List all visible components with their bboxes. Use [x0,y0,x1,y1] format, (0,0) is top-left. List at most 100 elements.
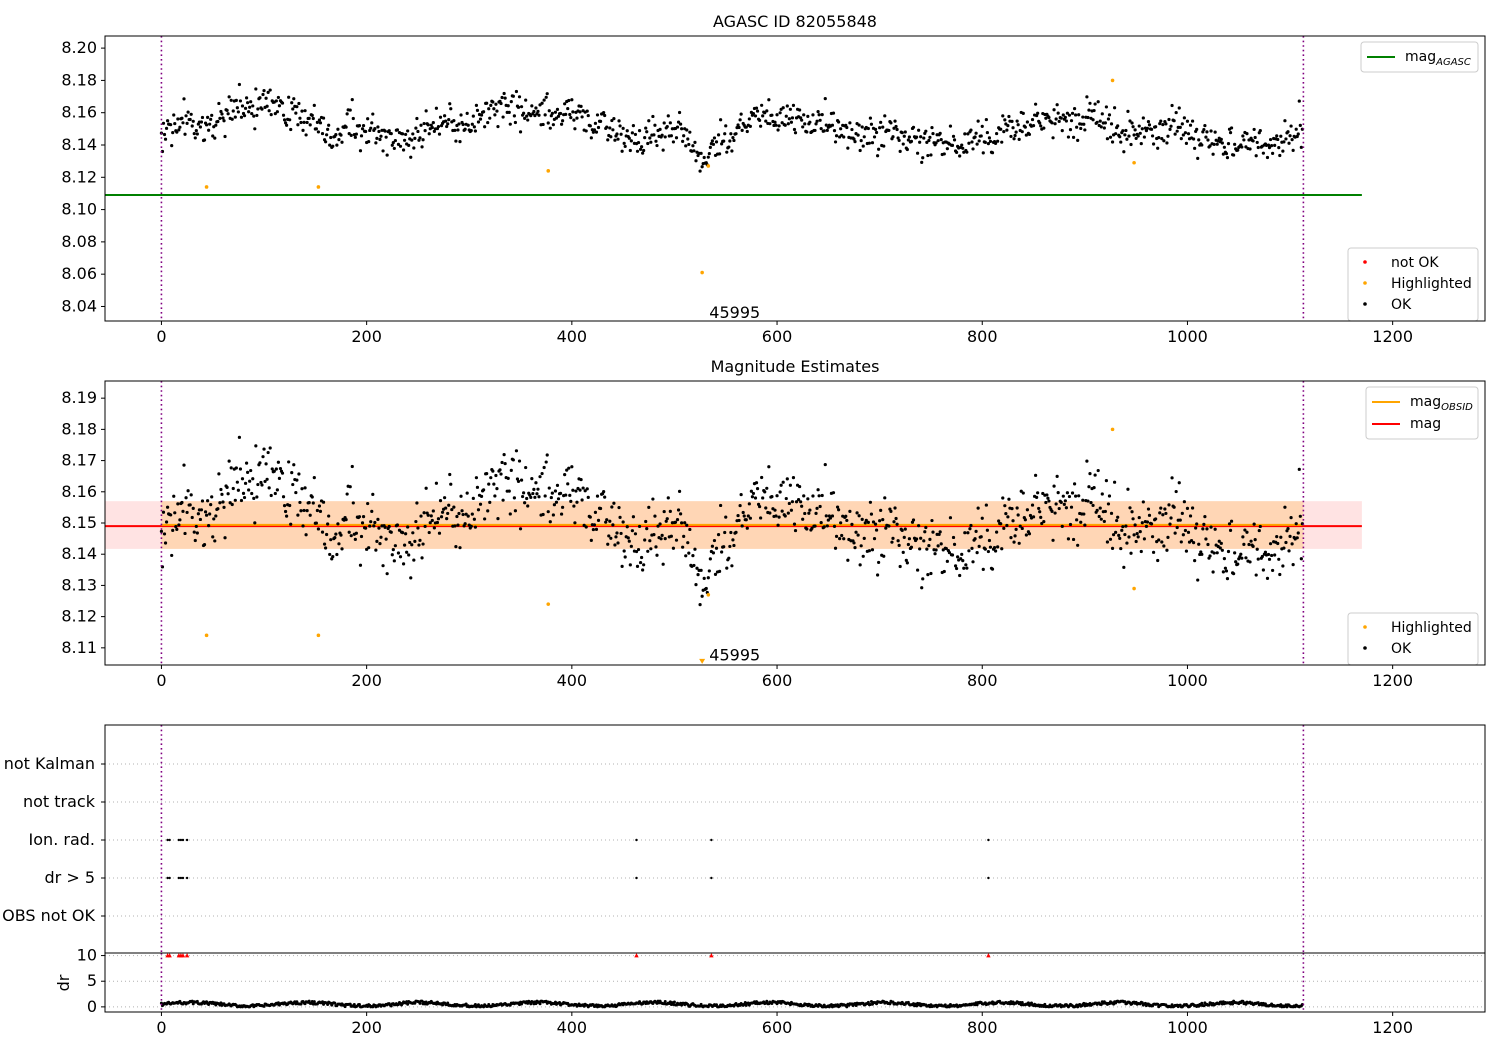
p1-ok-point [861,144,865,148]
p1-ok-point [651,114,655,119]
p1-ok-point [898,149,902,153]
p2-ok-point [202,543,207,547]
p1-ok-point [295,105,299,109]
p2-ok-point [894,516,898,521]
p2-ok-point [1110,546,1115,551]
p2-ok-point [629,544,633,548]
p2-ok-point [267,486,271,490]
p2-ok-point [217,472,221,476]
p2-ok-point [1278,572,1282,577]
p1-ok-point [1052,108,1056,112]
p2-ok-point [1044,500,1048,505]
p1-ok-point [954,150,959,155]
p1-ok-point [605,125,609,129]
p2-ok-point [740,524,744,528]
p1-ok-point [883,114,887,118]
p2-ok-point [251,477,255,481]
p2-ok-point [500,460,504,465]
p2-ok-point [834,534,839,538]
p2-ok-point [379,535,383,539]
p2-ok-point [1281,564,1285,568]
p1-ok-point [1059,116,1063,120]
p2-ok-point [476,508,481,512]
p1-ok-point [848,121,852,125]
p1-ok-point [615,132,619,136]
p2-ok-point [323,546,328,550]
p1-ok-point [922,136,926,140]
p2-ok-point [1290,542,1294,546]
p1-ok-point [1099,125,1103,129]
p1-ok-point [1180,122,1184,126]
p1-ok-point [1001,114,1005,118]
p2-ok-point [383,525,387,529]
p1-ok-point [875,154,880,158]
p2-ok-point [1016,513,1020,517]
p2-ok-point [623,555,627,559]
p1-ok-point [1173,132,1177,136]
p1-ok-point [558,111,563,116]
p1-ok-point [444,119,448,123]
p2-ok-point [564,493,568,497]
p1-ok-point [635,149,640,153]
p1-ok-point [973,135,977,139]
p1-ok-point [1245,132,1249,136]
p1-ok-point [1253,135,1257,140]
p2-ok-point [979,535,983,539]
p1-ok-point [260,107,264,111]
p2-ok-point [405,550,409,554]
p2-ok-point [1030,503,1035,507]
p1-ok-point [685,128,689,132]
p1-ok-point [665,125,669,129]
p2-ok-point [1093,473,1097,477]
p1-ok-point [545,92,549,96]
p2-ok-point [348,485,352,489]
p2-ok-point [807,511,811,515]
p2-clipped-marker [699,658,706,664]
p2-ok-point [655,553,659,557]
p1-ok-point [736,123,740,127]
p2-ok-point [238,467,243,471]
p2-ok-point [333,536,337,540]
p1-ok-point [1265,155,1270,160]
p1-ok-point [536,109,540,113]
p1-ok-point [1169,124,1173,128]
p2-ok-point [1197,542,1201,546]
p1-ok-point [331,144,335,148]
p2-ok-point [1268,542,1273,546]
p2-ok-point [1056,491,1060,495]
p1-ok-point [487,107,491,111]
p1-ok-point [553,110,558,114]
p1-ok-point [706,155,710,159]
p2-ok-point [225,485,229,489]
p1-ok-point [738,118,742,122]
p1-ok-point [360,127,365,131]
p1-ok-point [1269,144,1274,148]
p2-highlighted-point [204,633,209,638]
p1-ok-point [195,132,199,136]
p2-ok-point [239,498,244,503]
p2-ok-point [444,506,448,510]
p1-ok-point [1103,121,1107,125]
p1-ok-point [698,169,702,173]
p2-ok-point [833,546,838,550]
p2-ok-point [934,548,938,552]
p2-ok-point [964,563,968,567]
p1-ok-point [276,95,280,100]
p2-ok-point [542,465,546,470]
p1-ok-point [773,120,777,124]
p2-ok-point [1108,537,1113,541]
p2-ok-point [1243,528,1247,532]
p2-ok-point [375,539,379,544]
p2-ok-point [1245,530,1249,534]
p2-ok-point [203,510,208,514]
p2-ok-point [1180,511,1184,516]
p2-ok-point [1215,551,1219,555]
p1-ok-point [1145,126,1150,130]
p1-ok-point [1042,126,1046,130]
p1-ok-point [210,113,214,117]
p1-ok-point [234,98,238,102]
p2-ok-point [589,538,593,542]
p2-ok-point [511,458,515,462]
p2-ok-point [704,586,708,591]
